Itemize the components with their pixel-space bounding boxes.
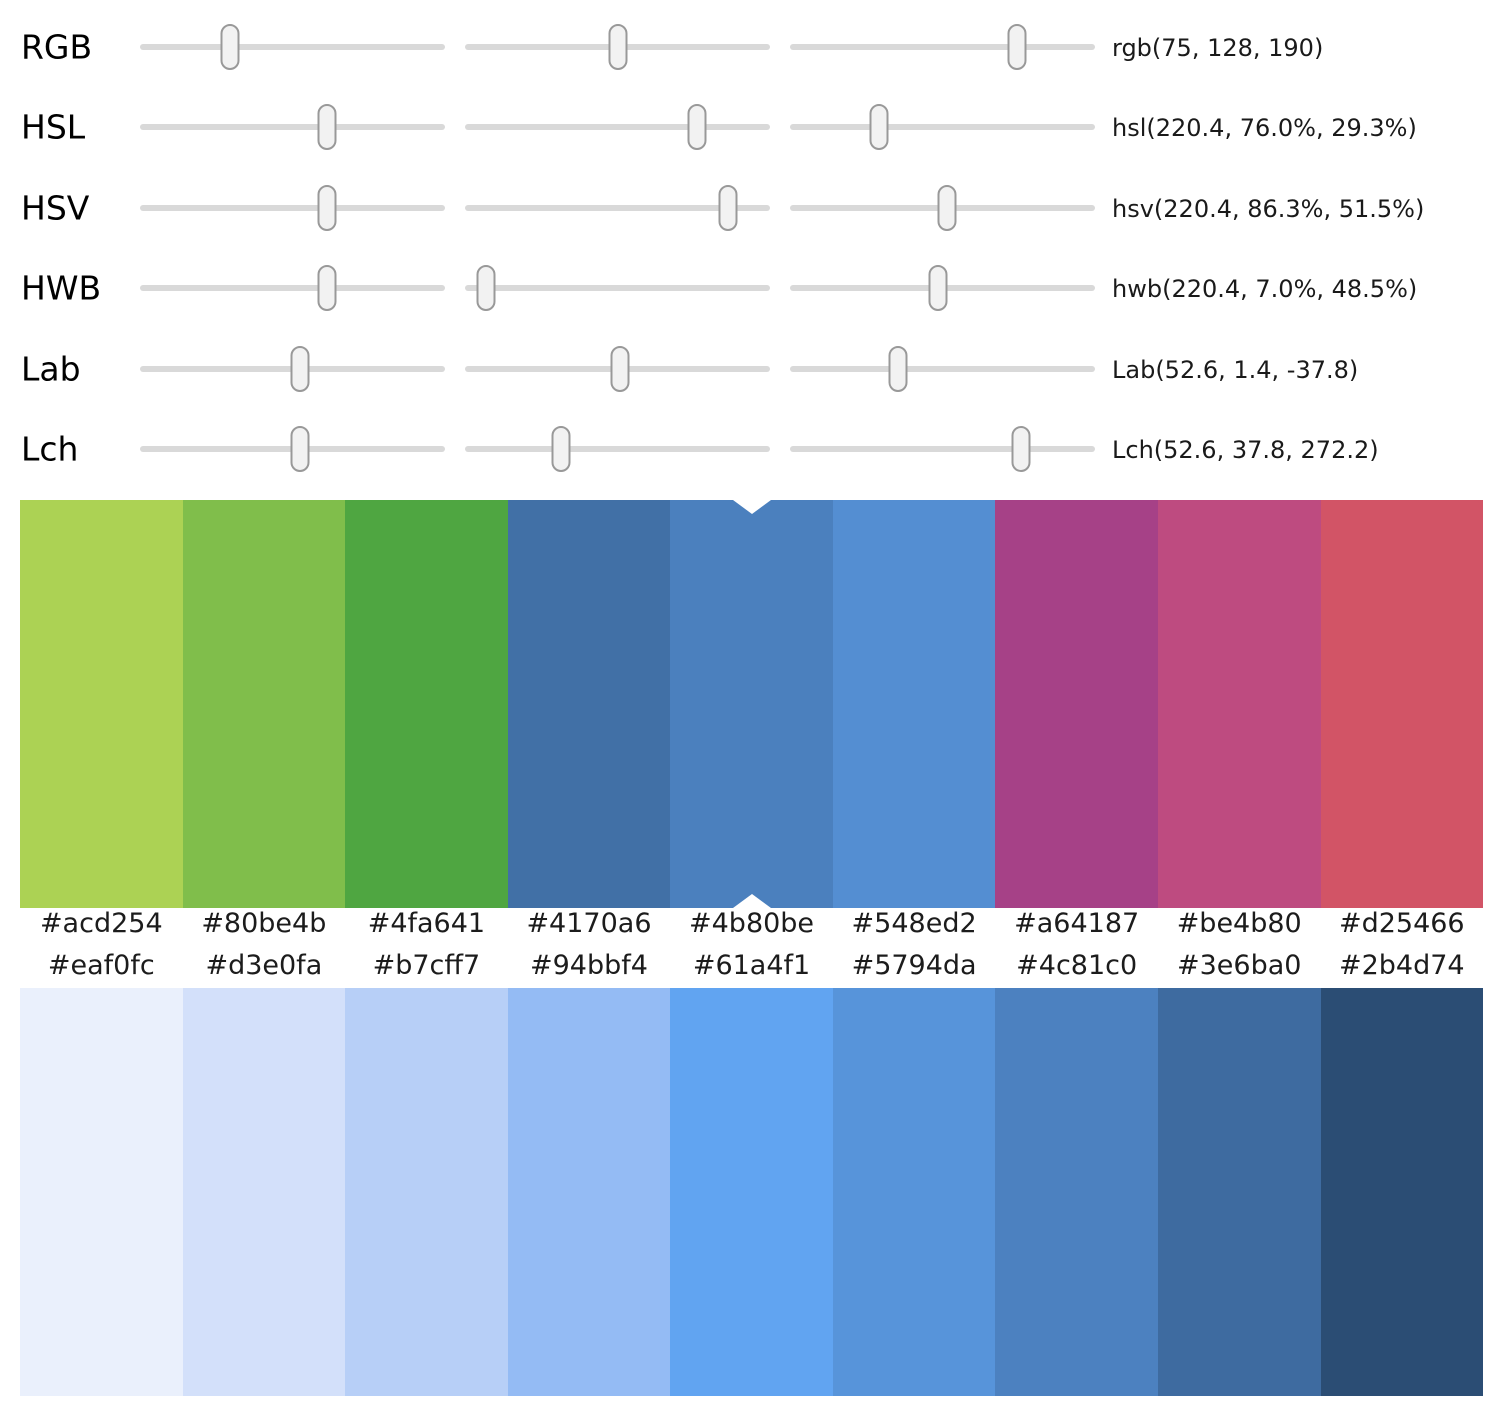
- lightness-swatch-6[interactable]: [832, 988, 996, 1396]
- slider-row-hsl-label: HSL: [21, 107, 86, 147]
- hue-swatch-7[interactable]: [995, 500, 1158, 908]
- hue-swatch-2[interactable]: [182, 500, 346, 908]
- selected-color-notch-top-icon: [732, 500, 771, 514]
- slider-row-lab-value: Lab(52.6, 1.4, -37.8): [1112, 356, 1359, 384]
- hsl-h-slider-track[interactable]: [140, 104, 445, 150]
- lch-l-slider-track[interactable]: [140, 426, 445, 472]
- rgb-g-slider-track[interactable]: [465, 24, 770, 70]
- hsl-s-slider-thumb[interactable]: [687, 104, 707, 150]
- slider-row-lch-label: Lch: [21, 429, 79, 469]
- lightness-swatch-4[interactable]: [507, 988, 671, 1396]
- lightness-hex-label-9: #2b4d74: [1338, 950, 1465, 981]
- lightness-hex-label-5: #61a4f1: [692, 950, 811, 981]
- lightness-hex-label-3: #b7cff7: [372, 950, 481, 981]
- hsv-h-slider-thumb[interactable]: [317, 185, 337, 231]
- hue-hex-label-6: #548ed2: [851, 908, 977, 939]
- lightness-hex-label-4: #94bbf4: [529, 950, 648, 981]
- hue-swatch-4[interactable]: [507, 500, 671, 908]
- hwb-h-slider-track[interactable]: [140, 265, 445, 311]
- hue-hex-label-2: #80be4b: [201, 908, 327, 939]
- hue-palette: [20, 500, 1484, 908]
- rgb-b-slider-thumb[interactable]: [1007, 24, 1027, 70]
- hsv-s-slider-track[interactable]: [465, 185, 770, 231]
- lightness-hex-label-1: #eaf0fc: [47, 950, 155, 981]
- slider-row-lch-value: Lch(52.6, 37.8, 272.2): [1112, 436, 1379, 464]
- hsv-v-slider-thumb[interactable]: [937, 185, 957, 231]
- hwb-b-slider-track[interactable]: [790, 265, 1095, 311]
- hue-swatch-9[interactable]: [1320, 500, 1484, 908]
- rgb-r-slider-track[interactable]: [140, 24, 445, 70]
- hsl-l-slider-thumb[interactable]: [869, 104, 889, 150]
- lch-h-slider-track[interactable]: [790, 426, 1095, 472]
- lightness-swatch-1[interactable]: [20, 988, 183, 1396]
- hwb-h-slider-thumb[interactable]: [317, 265, 337, 311]
- lch-h-slider-thumb[interactable]: [1011, 426, 1031, 472]
- slider-row-lab-label: Lab: [21, 349, 81, 389]
- lightness-swatch-8[interactable]: [1157, 988, 1321, 1396]
- hsl-h-slider-thumb[interactable]: [317, 104, 337, 150]
- slider-row-hwb-value: hwb(220.4, 7.0%, 48.5%): [1112, 275, 1418, 303]
- hue-hex-label-1: #acd254: [39, 908, 163, 939]
- hue-swatch-6[interactable]: [832, 500, 996, 908]
- lab-l-slider-thumb[interactable]: [290, 346, 310, 392]
- hwb-w-slider-thumb[interactable]: [476, 265, 496, 311]
- lch-c-slider-thumb[interactable]: [551, 426, 571, 472]
- lab-a-slider-thumb[interactable]: [610, 346, 630, 392]
- hsv-v-slider-track[interactable]: [790, 185, 1095, 231]
- hue-swatch-1[interactable]: [20, 500, 183, 908]
- slider-row-hsv-value: hsv(220.4, 86.3%, 51.5%): [1112, 195, 1425, 223]
- lightness-swatch-3[interactable]: [345, 988, 508, 1396]
- lightness-hex-label-8: #3e6ba0: [1176, 950, 1302, 981]
- rgb-b-slider-track[interactable]: [790, 24, 1095, 70]
- hsl-l-slider-track[interactable]: [790, 104, 1095, 150]
- slider-row-hsl-value: hsl(220.4, 76.0%, 29.3%): [1112, 114, 1417, 142]
- lightness-swatch-9[interactable]: [1320, 988, 1484, 1396]
- lightness-hex-labels: #eaf0fc #d3e0fa #b7cff7 #94bbf4 #61a4f1 …: [20, 946, 1483, 986]
- hue-hex-label-5: #4b80be: [689, 908, 815, 939]
- lightness-hex-label-6: #5794da: [851, 950, 977, 981]
- selected-color-notch-bottom-icon: [732, 894, 771, 908]
- slider-row-hsv-label: HSV: [21, 188, 90, 228]
- lightness-swatch-5[interactable]: [670, 988, 833, 1396]
- rgb-g-slider-thumb[interactable]: [608, 24, 628, 70]
- hwb-w-slider-track[interactable]: [465, 265, 770, 311]
- hwb-b-slider-thumb[interactable]: [928, 265, 948, 311]
- hue-swatch-5-selected[interactable]: [670, 500, 833, 908]
- rgb-r-slider-thumb[interactable]: [220, 24, 240, 70]
- lightness-palette: [20, 988, 1484, 1396]
- hue-swatch-3[interactable]: [345, 500, 508, 908]
- lightness-hex-label-7: #4c81c0: [1016, 950, 1138, 981]
- hue-hex-label-3: #4fa641: [367, 908, 486, 939]
- hsv-h-slider-track[interactable]: [140, 185, 445, 231]
- lab-b-slider-thumb[interactable]: [888, 346, 908, 392]
- lab-l-slider-track[interactable]: [140, 346, 445, 392]
- lightness-swatch-7[interactable]: [995, 988, 1158, 1396]
- hue-hex-label-9: #d25466: [1338, 908, 1465, 939]
- hue-hex-label-8: #be4b80: [1176, 908, 1302, 939]
- slider-row-hwb-label: HWB: [21, 268, 102, 308]
- hue-hex-label-7: #a64187: [1014, 908, 1140, 939]
- hue-hex-labels: #acd254 #80be4b #4fa641 #4170a6 #4b80be …: [20, 904, 1483, 944]
- lightness-hex-label-2: #d3e0fa: [205, 950, 323, 981]
- lch-l-slider-thumb[interactable]: [290, 426, 310, 472]
- lab-a-slider-track[interactable]: [465, 346, 770, 392]
- lch-c-slider-track[interactable]: [465, 426, 770, 472]
- hue-hex-label-4: #4170a6: [526, 908, 652, 939]
- hsv-s-slider-thumb[interactable]: [718, 185, 738, 231]
- slider-row-rgb-label: RGB: [21, 27, 93, 67]
- lab-b-slider-track[interactable]: [790, 346, 1095, 392]
- lightness-swatch-2[interactable]: [182, 988, 346, 1396]
- slider-row-rgb-value: rgb(75, 128, 190): [1112, 34, 1324, 62]
- hsl-s-slider-track[interactable]: [465, 104, 770, 150]
- hue-swatch-8[interactable]: [1157, 500, 1321, 908]
